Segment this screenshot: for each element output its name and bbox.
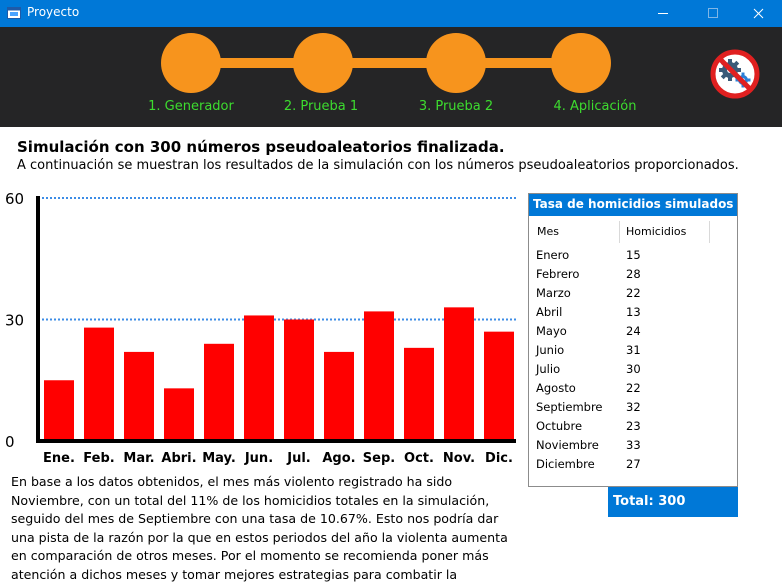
cell-mes: Diciembre [536,457,595,471]
cell-homicidios: 13 [626,305,641,319]
total-label: Total: 300 [608,487,738,517]
bar [484,331,514,441]
minimize-icon [658,13,668,14]
homicides-bar-chart: Ene. Feb. Mar. Abri. May. Jun. Jul. Ago. Sep. Oct… [5,190,518,466]
bar [164,388,194,441]
table-row[interactable]: Agosto 22 [529,379,737,398]
y-tick-label: 0 [5,433,15,451]
y-tick-label: 60 [5,190,24,208]
table-row[interactable]: Abril 13 [529,303,737,322]
bar [244,315,274,441]
table-row[interactable]: Enero 15 [529,246,737,265]
maximize-button[interactable] [690,0,736,27]
bar [284,319,314,441]
x-tick-label: Abri. [161,451,196,466]
cell-mes: Mayo [536,324,567,338]
x-tick-label: Ago. [322,451,355,466]
cell-homicidios: 23 [626,419,641,433]
x-tick-label: Dic. [485,451,513,466]
cell-homicidios: 24 [626,324,641,338]
x-tick-label: Oct. [404,451,434,466]
cell-homicidios: 30 [626,362,641,376]
cell-mes: Agosto [536,381,576,395]
cell-mes: Febrero [536,267,580,281]
step-1-label[interactable]: 1. Generador [148,99,234,114]
cell-homicidios: 22 [626,286,641,300]
stepper-header: 1. Generador 2. Prueba 1 3. Prueba 2 4. … [0,27,782,127]
close-icon [753,8,764,19]
close-button[interactable] [736,0,782,27]
step-4-label[interactable]: 4. Aplicación [553,99,637,114]
x-tick-label: May. [202,451,236,466]
column-divider [619,221,620,243]
cell-mes: Abril [536,305,563,319]
cell-mes: Julio [536,362,561,376]
table-row[interactable]: Septiembre 32 [529,398,737,417]
step-3-circle[interactable] [426,33,486,93]
table-row[interactable]: Junio 31 [529,341,737,360]
analysis-paragraph: En base a los datos obtenidos, el mes má… [11,474,508,582]
cell-mes: Octubre [536,419,583,433]
step-4-circle[interactable] [551,33,611,93]
column-header-homicidios[interactable]: Homicidios [626,225,687,238]
cell-homicidios: 31 [626,343,641,357]
minimize-button[interactable] [640,0,686,27]
homicides-table: Tasa de homicidios simulados Mes Homicid… [528,193,738,487]
bar [364,311,394,441]
window-title: Proyecto [27,5,80,19]
settings-disabled-icon [710,49,760,99]
y-tick-label: 30 [5,312,24,330]
x-tick-label: Feb. [83,451,114,466]
bar [84,327,114,441]
bar [324,351,354,441]
step-1-circle[interactable] [161,33,221,93]
bar [44,380,74,441]
x-tick-label: Jun. [244,451,273,466]
table-row[interactable]: Marzo 22 [529,284,737,303]
x-tick-label: Mar. [123,451,154,466]
step-2-label[interactable]: 2. Prueba 1 [283,99,359,114]
cell-mes: Marzo [536,286,571,300]
cell-homicidios: 28 [626,267,641,281]
stepper-connector [190,58,590,68]
table-row[interactable]: Febrero 28 [529,265,737,284]
column-divider [709,221,710,243]
bar [444,307,474,441]
cell-homicidios: 33 [626,438,641,452]
settings-button[interactable] [710,49,760,99]
table-row[interactable]: Noviembre 33 [529,436,737,455]
table-row[interactable]: Mayo 24 [529,322,737,341]
app-icon [7,7,21,19]
cell-mes: Noviembre [536,438,599,452]
table-title: Tasa de homicidios simulados [529,194,737,216]
cell-mes: Junio [536,343,565,357]
cell-homicidios: 22 [626,381,641,395]
bar [404,347,434,441]
table-row[interactable]: Diciembre 27 [529,455,737,474]
bar [204,343,234,441]
x-tick-label: Jul. [286,451,311,466]
table-row[interactable]: Julio 30 [529,360,737,379]
results-heading: Simulación con 300 números pseudoaleator… [17,138,505,156]
cell-mes: Septiembre [536,400,603,414]
step-3-label[interactable]: 3. Prueba 2 [418,99,494,114]
cell-homicidios: 15 [626,248,641,262]
table-row[interactable]: Octubre 23 [529,417,737,436]
x-tick-label: Ene. [43,451,75,466]
step-2-circle[interactable] [293,33,353,93]
cell-mes: Enero [536,248,570,262]
x-tick-label: Nov. [443,451,475,466]
x-tick-label: Sep. [363,451,395,466]
cell-homicidios: 32 [626,400,641,414]
column-header-mes[interactable]: Mes [537,225,559,238]
bar [124,351,154,441]
results-subheading: A continuación se muestran los resultado… [17,158,739,173]
maximize-icon [708,8,718,18]
cell-homicidios: 27 [626,457,641,471]
title-bar: Proyecto [0,0,782,27]
